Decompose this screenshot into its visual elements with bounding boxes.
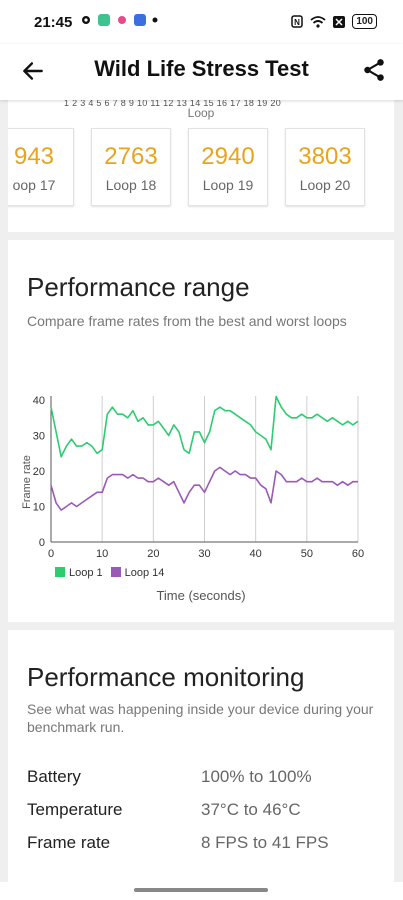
- loop-axis-caption: Loop: [187, 106, 215, 120]
- score-value: 943: [13, 143, 55, 170]
- notification-icons: [80, 14, 158, 26]
- y-tick-label: 40: [33, 395, 45, 407]
- y-tick-label: 0: [39, 537, 45, 549]
- score-value: 2763: [104, 143, 158, 170]
- series-line-loop-14: [50, 466, 358, 511]
- x-tick-label: 20: [147, 548, 159, 560]
- status-bar: 21:45 N 100: [0, 0, 403, 44]
- loop-label: Loop 19: [202, 177, 254, 193]
- svg-text:N: N: [294, 18, 300, 27]
- x-tick-label: 0: [48, 548, 54, 560]
- performance-monitoring-title: Performance monitoring: [27, 662, 305, 692]
- monitor-value: 100% to 100%: [201, 767, 312, 786]
- arrow-left-icon[interactable]: [20, 58, 46, 84]
- gear-icon: [82, 16, 90, 24]
- monitor-value: 37°C to 46°C: [201, 800, 301, 819]
- x-tick-label: 10: [96, 548, 108, 560]
- monitor-value: 8 FPS to 41 FPS: [201, 833, 329, 852]
- loop-axis-ticks: 1 2 3 4 5 6 7 8 9 10 11 12 13 14 15 16 1…: [64, 98, 282, 108]
- system-icons: N 100: [291, 14, 377, 29]
- app-chat-icon: [134, 14, 146, 26]
- navigation-bar: [0, 882, 403, 900]
- nfc-icon: N: [291, 15, 304, 28]
- performance-range-title: Performance range: [27, 272, 250, 302]
- score-value: 2940: [201, 143, 255, 170]
- x-tick-label: 40: [250, 548, 262, 560]
- legend-item-loop-14: Loop 14: [110, 567, 165, 579]
- x-tick-label: 60: [352, 548, 364, 560]
- legend-item-loop-1: Loop 1: [55, 567, 103, 579]
- app-star-icon: [118, 16, 126, 24]
- performance-monitoring-card: Performance monitoring See what was happ…: [8, 630, 394, 882]
- home-handle[interactable]: [134, 888, 268, 892]
- x-axis-label: Time (seconds): [156, 588, 246, 603]
- y-tick-label: 10: [33, 502, 45, 514]
- y-tick-label: 30: [33, 431, 45, 443]
- y-axis-label: Frame rate: [20, 455, 33, 509]
- loop-scores-card: 1 2 3 4 5 6 7 8 9 10 11 12 13 14 15 16 1…: [8, 98, 394, 232]
- chart-legend: Loop 1 Loop 14: [55, 567, 164, 579]
- monitor-label: Frame rate: [27, 833, 111, 852]
- loop-label: Loop 20: [299, 177, 351, 193]
- frame-rate-chart: 0 10 20 30 40 50 60 0 10 20 30 40: [33, 395, 364, 560]
- performance-monitoring-subtitle: See what was happening inside your devic…: [27, 701, 374, 735]
- loop-label: Loop 18: [105, 177, 157, 193]
- monitor-label: Battery: [27, 767, 81, 786]
- page-title: Wild Life Stress Test: [94, 56, 309, 81]
- battery-icon: 100: [352, 14, 377, 29]
- dot-icon: [152, 17, 158, 23]
- score-tile[interactable]: 943 oop 17: [8, 128, 74, 206]
- score-tile[interactable]: 2763 Loop 18: [91, 128, 171, 206]
- x-tick-label: 30: [198, 548, 210, 560]
- series-line-loop-1: [50, 395, 359, 458]
- legend-label: Loop 14: [124, 567, 165, 579]
- legend-swatch: [55, 567, 65, 577]
- legend-label: Loop 1: [69, 567, 103, 579]
- score-tiles: 943 oop 17 2763 Loop 18 2940 Loop 19 380…: [8, 128, 365, 206]
- score-tile[interactable]: 2940 Loop 19: [188, 128, 268, 206]
- score-tile[interactable]: 3803 Loop 20: [285, 128, 365, 206]
- legend-swatch: [110, 567, 121, 577]
- status-time: 21:45: [34, 14, 73, 31]
- loop-label: oop 17: [12, 177, 56, 193]
- monitor-label: Temperature: [27, 800, 123, 819]
- share-icon[interactable]: [361, 57, 387, 83]
- app-note-icon: [98, 14, 110, 26]
- y-tick-label: 20: [33, 466, 45, 478]
- score-value: 3803: [298, 143, 352, 170]
- x-tick-label: 50: [301, 548, 313, 560]
- performance-range-subtitle: Compare frame rates from the best and wo…: [27, 313, 347, 329]
- app-bar: Wild Life Stress Test: [0, 44, 403, 100]
- wifi-icon: [310, 15, 326, 28]
- performance-range-card: Performance range Compare frame rates fr…: [8, 240, 394, 622]
- x-mark-icon: [333, 15, 346, 28]
